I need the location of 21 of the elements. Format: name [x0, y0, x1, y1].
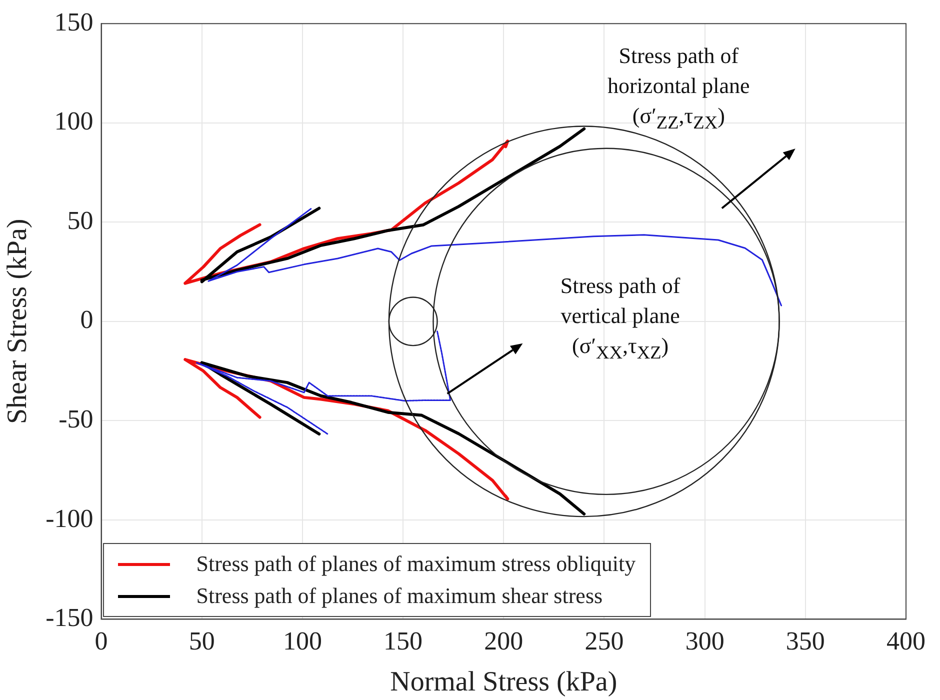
y-tick-label: 0	[80, 305, 94, 334]
x-tick-label: 350	[786, 626, 825, 656]
annotation: Stress path of horizontal plane (σ′$_{ZZ}$,τ$_{ZX}$)	[606, 42, 751, 134]
legend-label: Stress path of planes of maximum shear stress	[196, 583, 603, 610]
y-tick-label: 50	[67, 206, 94, 235]
x-tick-label: 300	[685, 626, 724, 656]
legend-label: Stress path of planes of maximum stress obliquity	[196, 551, 636, 578]
x-axis-title: Normal Stress (kPa)	[390, 666, 618, 698]
annotation: Stress path of vertical plane (σ′$_{XX}$,τ$_{XZ}$)	[559, 272, 682, 365]
x-tick-label: 400	[886, 626, 926, 656]
y-tick-label: 150	[54, 7, 94, 36]
x-tick-label: 200	[484, 626, 524, 656]
y-tick-label: 100	[54, 106, 94, 136]
x-tick-label: 100	[282, 626, 322, 656]
y-tick-label: -50	[58, 404, 94, 434]
y-tick-label: -100	[46, 504, 94, 533]
x-tick-label: 150	[384, 626, 423, 656]
x-tick-label: 50	[188, 626, 215, 656]
y-tick-label: -150	[46, 603, 94, 632]
y-axis-title: Shear Stress (kPa)	[2, 218, 34, 424]
x-tick-label: 250	[584, 626, 624, 656]
